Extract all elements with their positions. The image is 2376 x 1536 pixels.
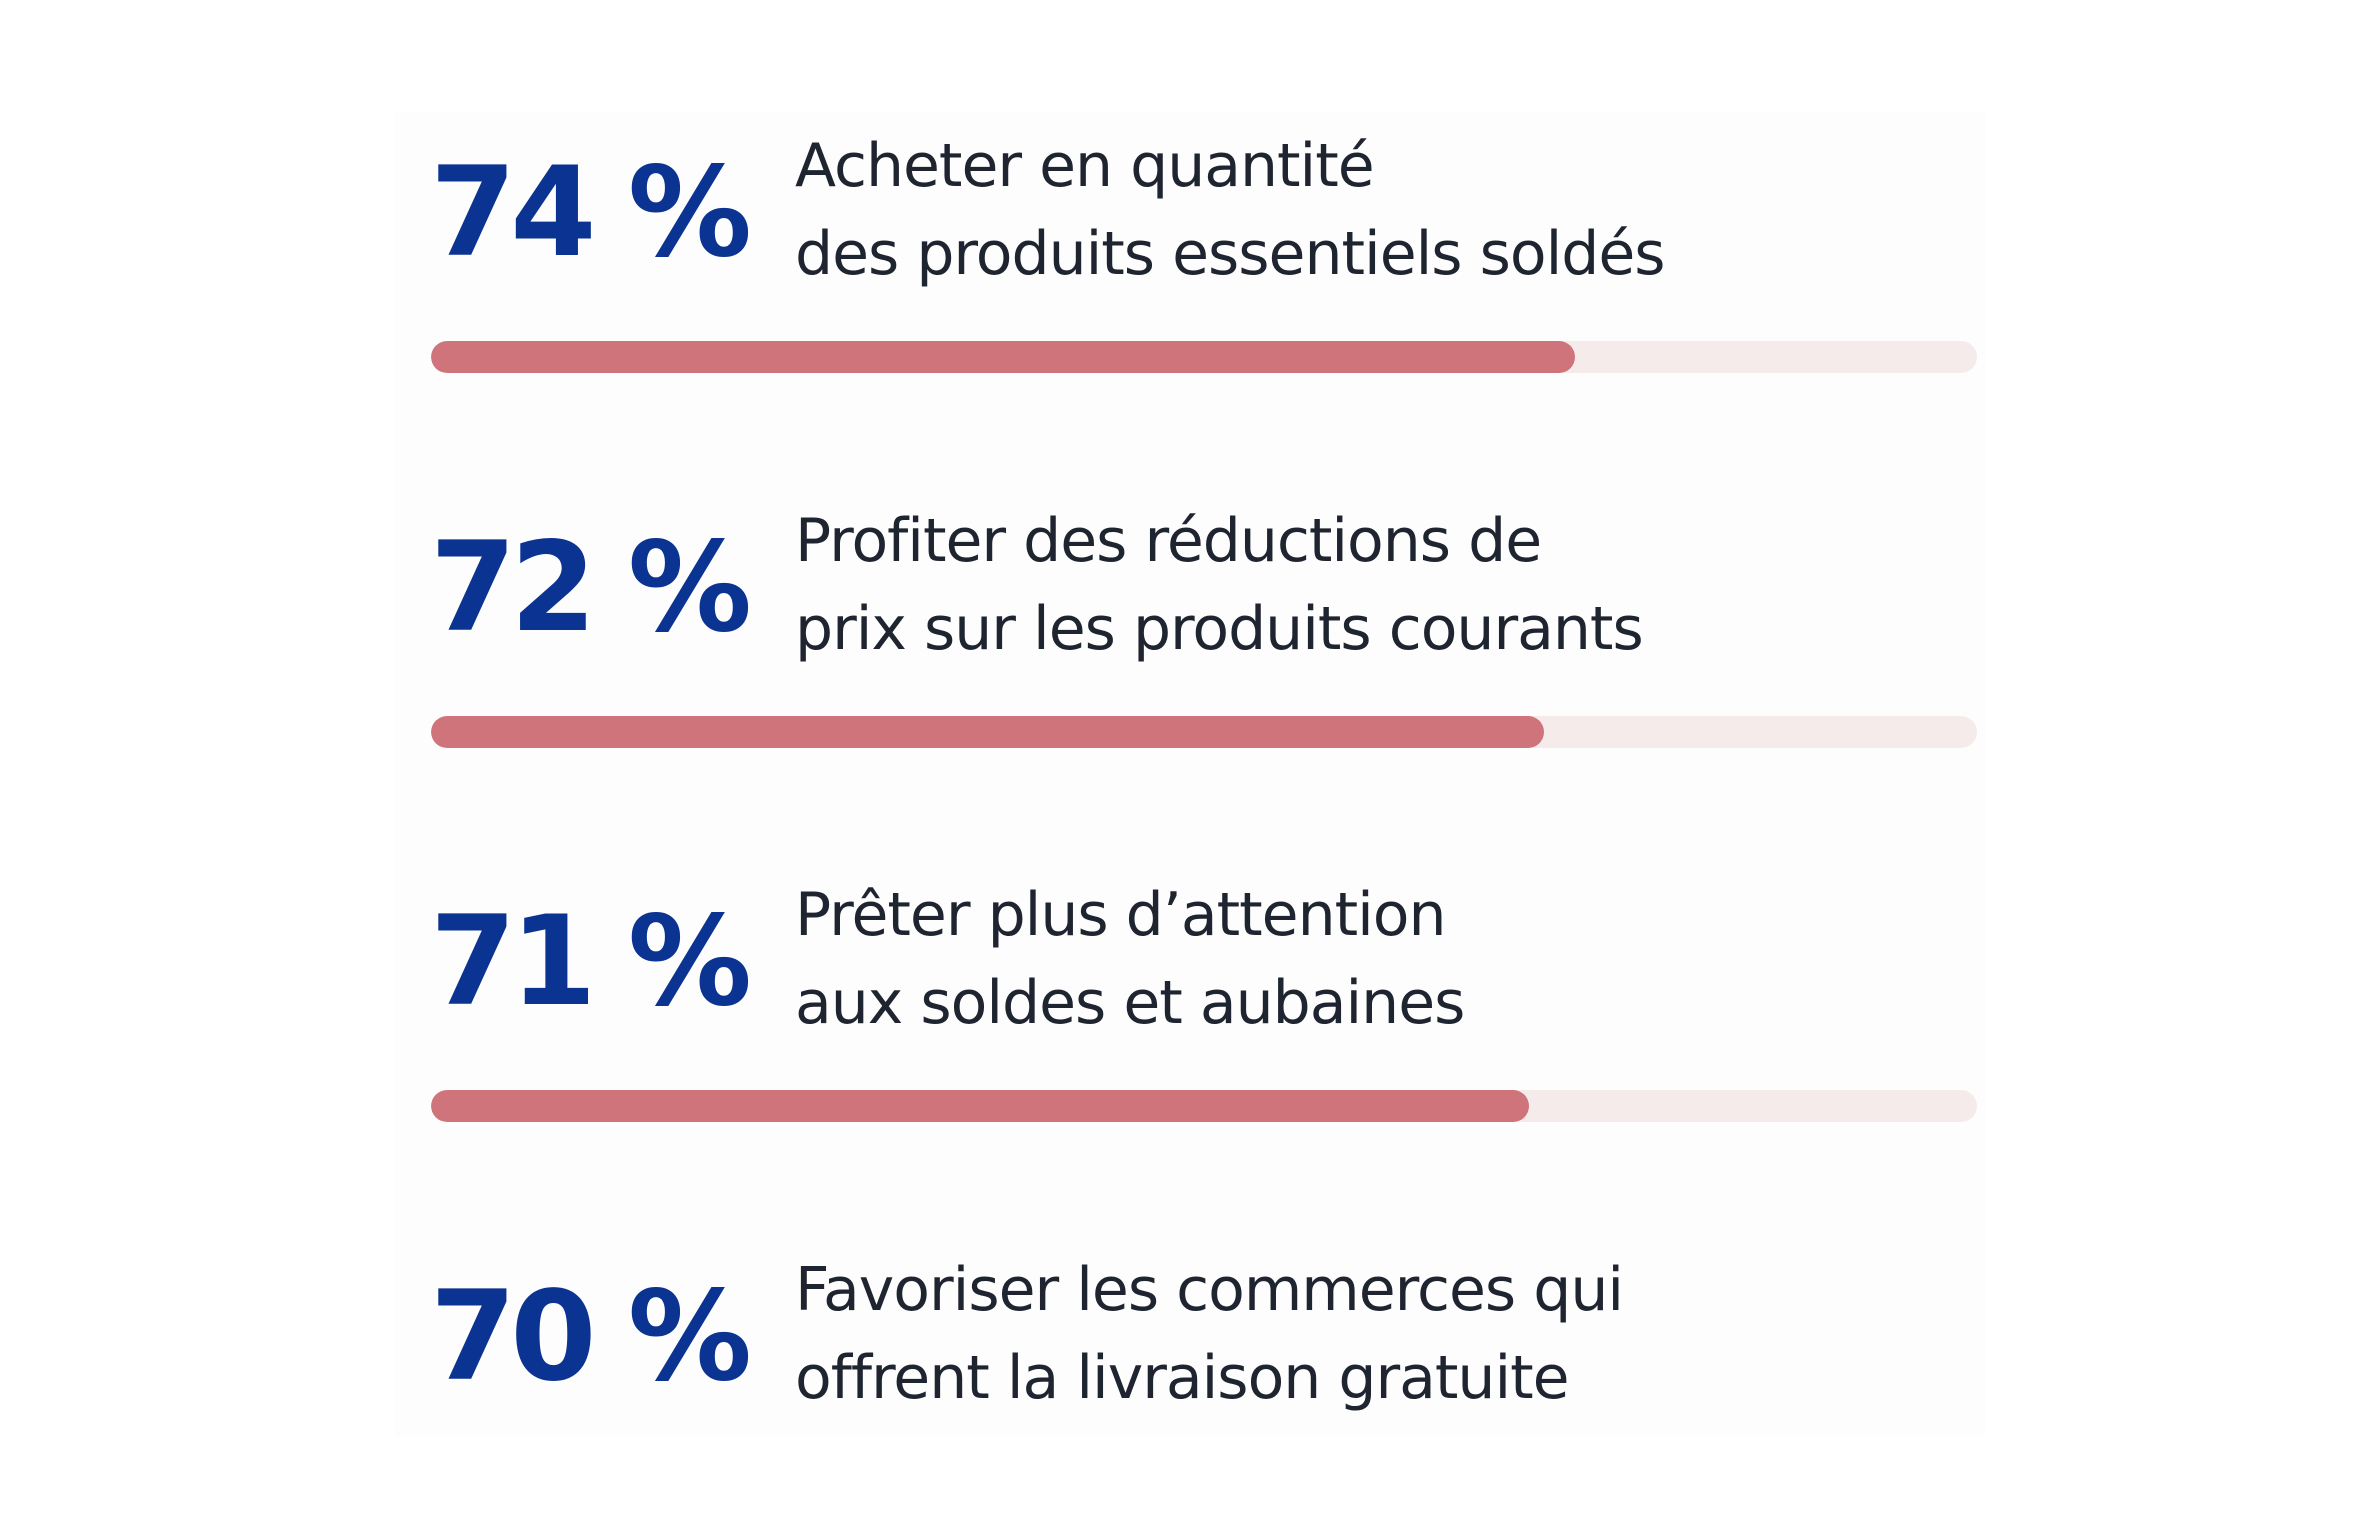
row-label-line: des produits essentiels soldés <box>795 219 1666 289</box>
stat-row: 74 % Acheter en quantité des produits es… <box>395 112 1985 412</box>
row-label: Favoriser les commerces qui offrent la l… <box>795 1246 1624 1422</box>
row-label: Profiter des réductions de prix sur les … <box>795 497 1644 673</box>
row-label-line: offrent la livraison gratuite <box>795 1343 1570 1413</box>
bar <box>431 341 1575 373</box>
row-label-line: Prêter plus d’attention <box>795 880 1447 950</box>
row-label-line: aux soldes et aubaines <box>795 968 1465 1038</box>
value-label: 71 % <box>430 890 752 1034</box>
row-label-line: Profiter des réductions de <box>795 506 1542 576</box>
row-label-line: Acheter en quantité <box>795 131 1375 201</box>
chart-panel: 74 % Acheter en quantité des produits es… <box>395 112 1985 1437</box>
bar <box>431 1090 1529 1122</box>
row-label-line: prix sur les produits courants <box>795 594 1644 664</box>
value-label: 72 % <box>430 516 752 660</box>
value-label: 70 % <box>430 1265 752 1409</box>
stat-row: 71 % Prêter plus d’attention aux soldes … <box>395 861 1985 1161</box>
value-label: 74 % <box>430 141 752 285</box>
row-label: Prêter plus d’attention aux soldes et au… <box>795 871 1465 1047</box>
row-label-line: Favoriser les commerces qui <box>795 1255 1624 1325</box>
bar-track <box>431 1090 1977 1122</box>
stat-row: 70 % Favoriser les commerces qui offrent… <box>395 1236 1985 1536</box>
bar <box>431 716 1544 748</box>
bar-track <box>431 716 1977 748</box>
stat-row: 72 % Profiter des réductions de prix sur… <box>395 487 1985 787</box>
row-label: Acheter en quantité des produits essenti… <box>795 122 1666 298</box>
bar-track <box>431 341 1977 373</box>
